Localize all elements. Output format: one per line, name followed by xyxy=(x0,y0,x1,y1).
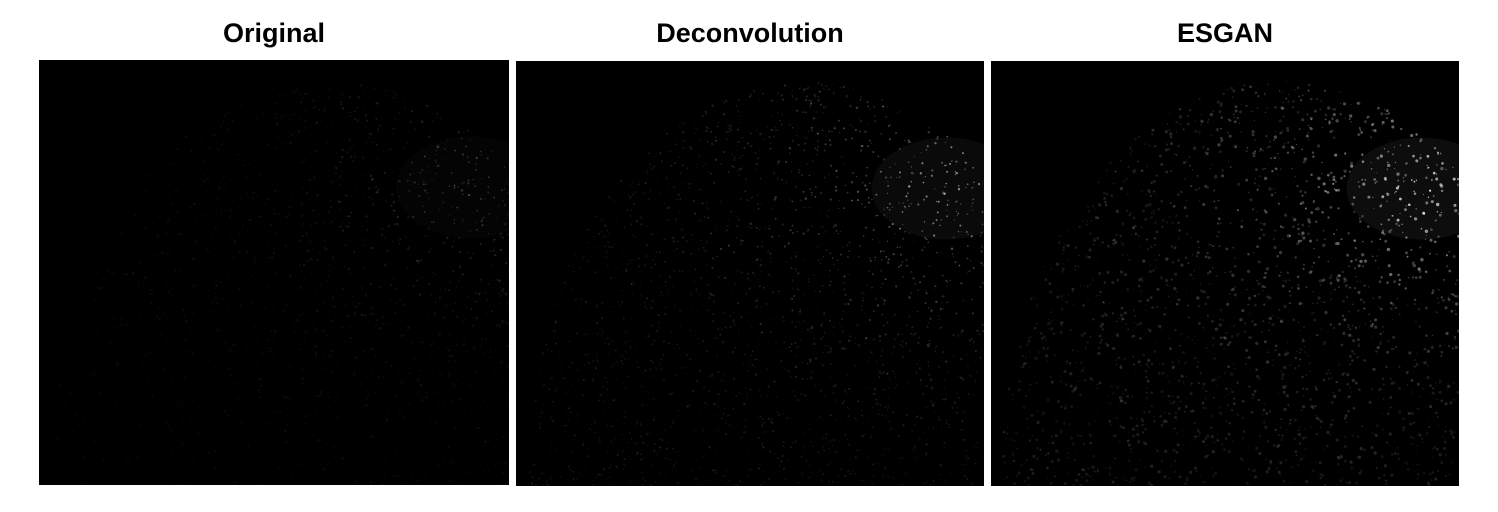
panel-title-deconvolution: Deconvolution xyxy=(656,18,844,48)
microscopy-image-esgan xyxy=(991,61,1459,486)
panel-title-esgan: ESGAN xyxy=(1176,18,1274,48)
panel-esgan: ESGAN xyxy=(991,0,1459,486)
speckle-layer-esgan xyxy=(1002,81,1459,486)
speckle-layer-deconvolution xyxy=(528,81,984,486)
panel-title-original: Original xyxy=(222,18,325,48)
microscopy-image-deconvolution xyxy=(516,61,984,486)
panel-original: Original xyxy=(39,0,509,486)
speckle-layer-original xyxy=(56,84,509,485)
microscopy-image-original xyxy=(39,60,509,485)
panel-deconvolution: Deconvolution xyxy=(516,0,984,486)
